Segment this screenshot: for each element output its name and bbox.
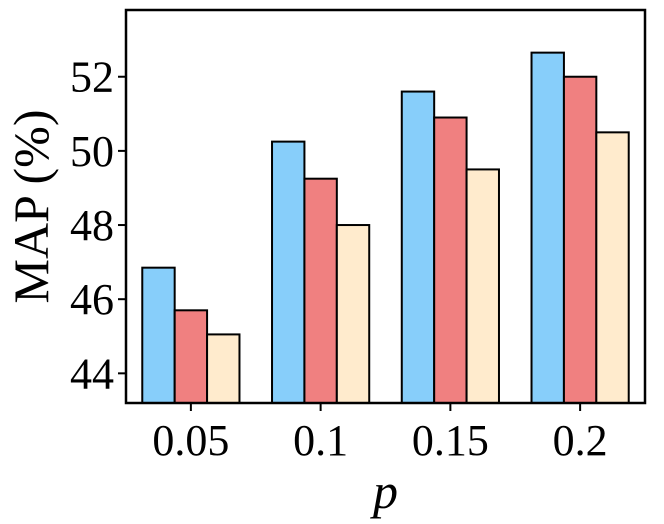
bar-0.2-s2 (562, 75, 598, 405)
y-tick-label: 50 (70, 127, 114, 176)
bar-0.1-s3 (335, 224, 371, 404)
x-tick-label: 0.1 (293, 416, 348, 465)
x-axis-ticks: 0.05 0.1 0.15 0.2 (152, 403, 608, 465)
bar-0.05-s1 (141, 266, 176, 404)
y-tick-label: 44 (70, 349, 114, 398)
bar-0.2-s1 (530, 51, 565, 405)
bar-0.05-s3 (206, 333, 241, 404)
bar-0.15-s2 (433, 116, 468, 405)
bar-0.15-s1 (400, 90, 436, 404)
plot-frame (124, 8, 647, 405)
bar-0.1-s2 (303, 177, 338, 404)
x-tick-label: 0.05 (152, 416, 229, 465)
x-tick-label: 0.15 (412, 416, 489, 465)
bar-0.15-s3 (465, 168, 500, 404)
bar-0.1-s1 (271, 140, 306, 404)
bar-0.2-s3 (595, 131, 630, 404)
y-tick-label: 46 (70, 275, 114, 324)
y-tick-label: 52 (70, 53, 114, 102)
y-axis-ticks: 44 46 48 50 52 (70, 53, 126, 398)
bars-layer (141, 51, 630, 405)
x-axis-label: p (370, 463, 398, 519)
y-tick-label: 48 (70, 201, 114, 250)
y-axis-label: MAP (%) (3, 110, 59, 304)
x-tick-label: 0.2 (553, 416, 608, 465)
bar-0.05-s2 (173, 309, 209, 404)
